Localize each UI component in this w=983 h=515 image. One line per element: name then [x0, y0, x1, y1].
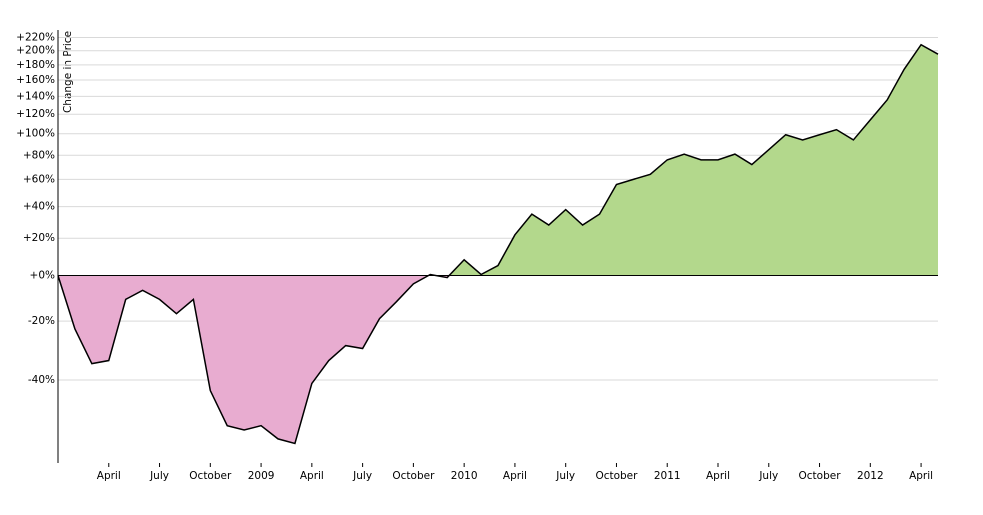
negative-area: [58, 275, 938, 444]
y-tick-label: -40%: [28, 374, 55, 386]
x-tick-label: April: [97, 470, 121, 482]
x-tick-label: 2011: [654, 470, 681, 482]
x-tick-label: October: [392, 470, 435, 482]
x-tick-label: October: [595, 470, 638, 482]
y-tick-label: +140%: [16, 90, 55, 102]
x-tick-label: 2010: [451, 470, 478, 482]
y-tick-label: +20%: [23, 232, 55, 244]
x-tick-label: April: [706, 470, 730, 482]
y-tick-label: +200%: [16, 45, 55, 57]
y-tick-label: -20%: [28, 315, 55, 327]
price-line: [57, 43, 939, 445]
y-tick-label: +80%: [23, 149, 55, 161]
x-tick-label: July: [555, 470, 575, 482]
y-tick-label: +180%: [16, 59, 55, 71]
x-tick-label: 2009: [248, 470, 275, 482]
y-axis-label: Change in Price: [62, 31, 74, 113]
positive-area: [428, 44, 938, 276]
y-tick-label: +120%: [16, 108, 55, 120]
y-tick-label: +160%: [16, 74, 55, 86]
x-tick-label: July: [352, 470, 372, 482]
y-tick-label: +220%: [16, 32, 55, 44]
x-tick-label: 2012: [857, 470, 884, 482]
x-tick-label: April: [300, 470, 324, 482]
x-tick-label: October: [799, 470, 842, 482]
x-tick-label: October: [189, 470, 232, 482]
y-tick-label: +60%: [23, 173, 55, 185]
y-tick-label: +40%: [23, 201, 55, 213]
x-tick-label: April: [909, 470, 933, 482]
x-tick-label: April: [503, 470, 527, 482]
y-tick-label: +100%: [16, 128, 55, 140]
x-tick-label: July: [758, 470, 778, 482]
x-tick-label: July: [149, 470, 169, 482]
y-tick-label: +0%: [30, 270, 55, 282]
